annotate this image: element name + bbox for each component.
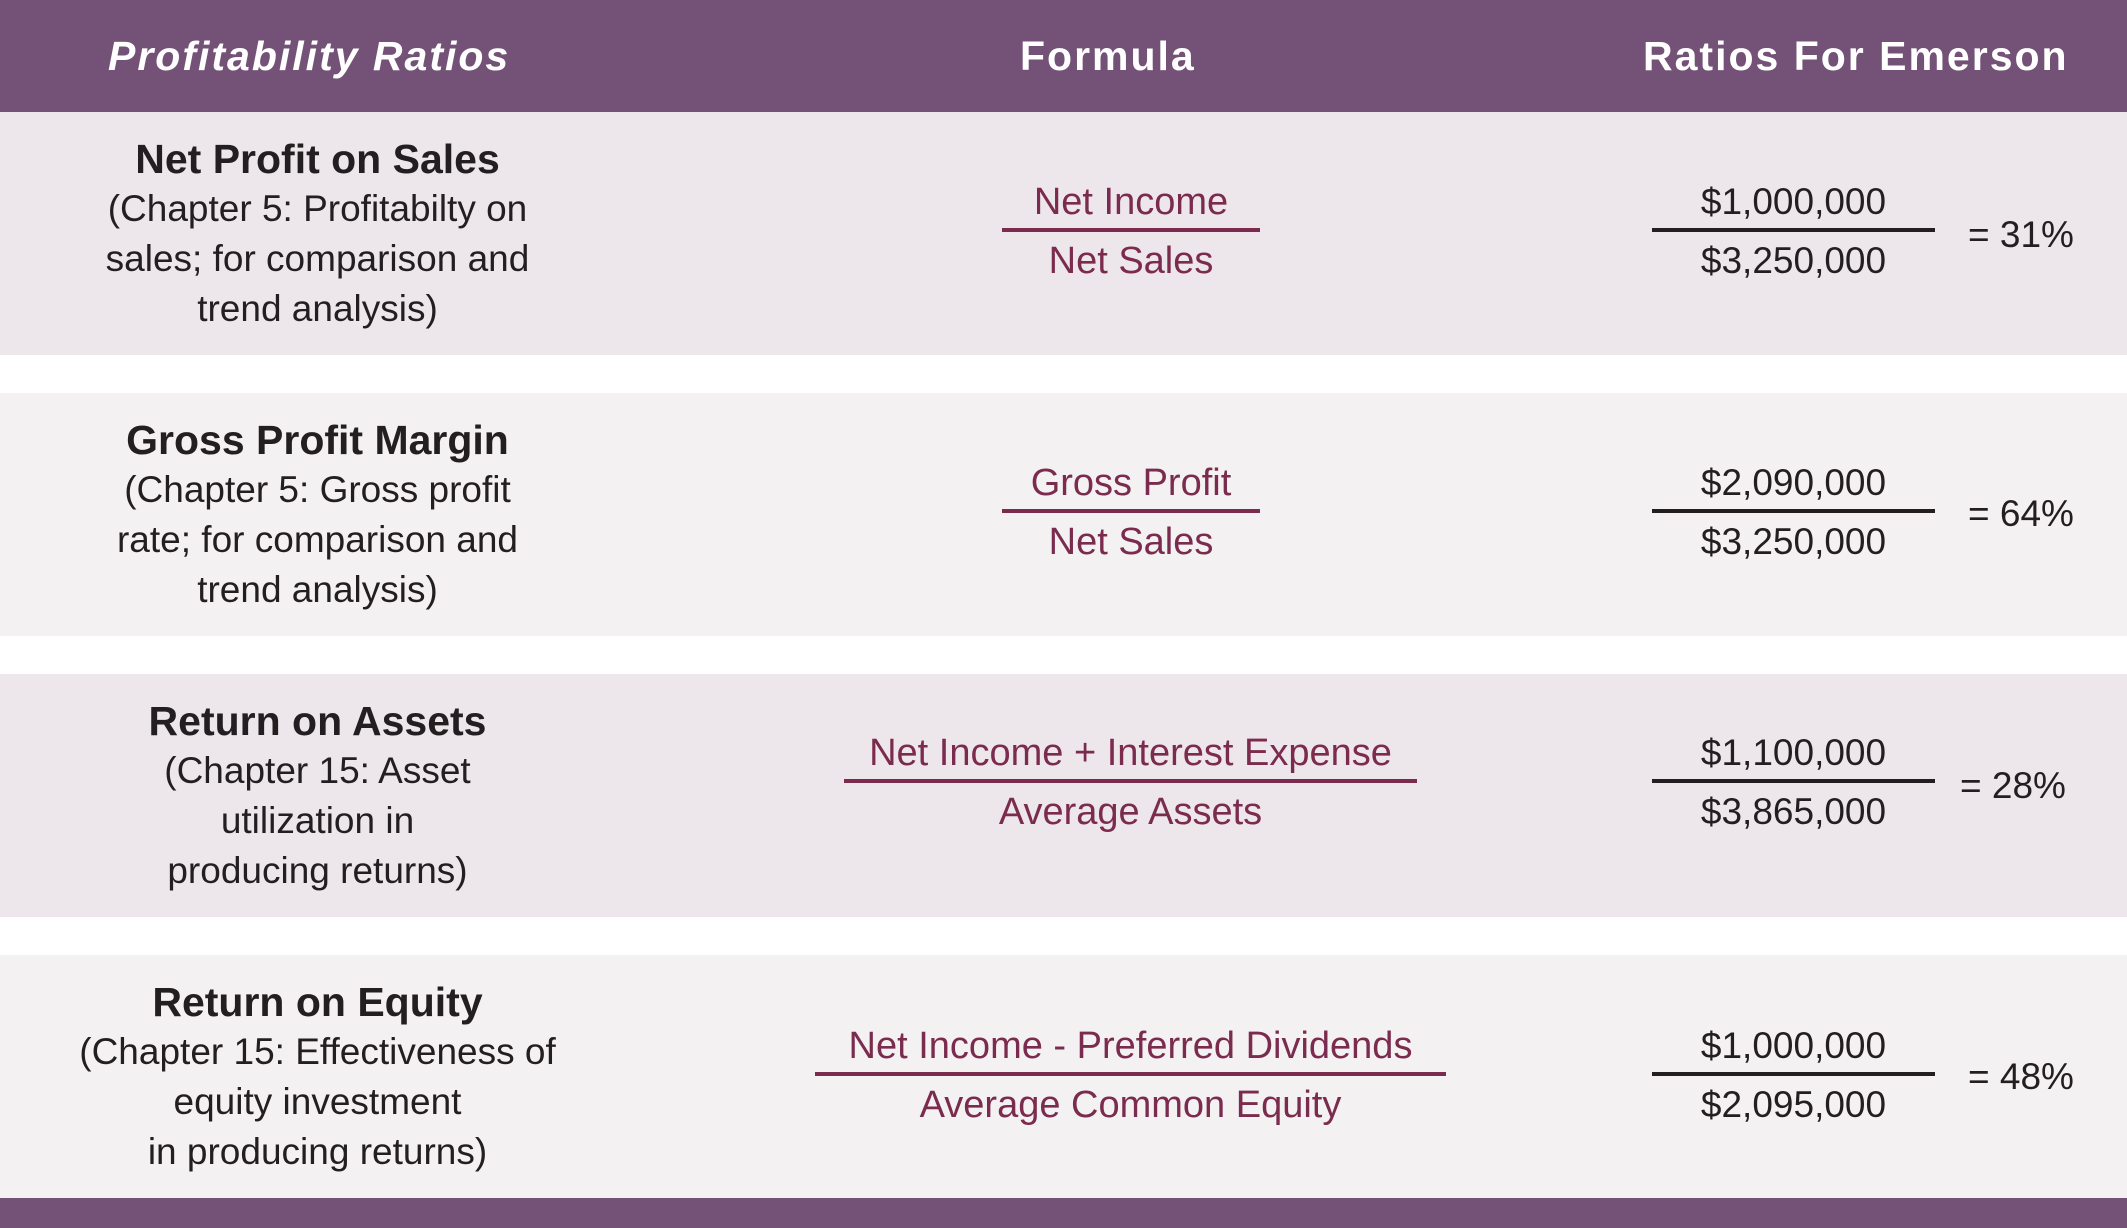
ratio-title: Return on Assets [148, 698, 487, 744]
ratio-description-line: trend analysis) [197, 288, 438, 329]
value-denominator: $3,250,000 [1700, 240, 1887, 281]
ratio-description-line: rate; for comparison and [116, 519, 519, 560]
formula-fraction-bar [1002, 509, 1260, 513]
value-numerator: $1,000,000 [1700, 181, 1887, 222]
ratio-name-cell: Return on Equity (Chapter 15: Effectiven… [50, 955, 585, 1198]
value-numerator: $1,000,000 [1700, 1025, 1887, 1066]
ratio-description-line: equity investment [173, 1081, 462, 1122]
ratio-name-cell: Net Profit on Sales (Chapter 5: Profitab… [50, 112, 585, 355]
ratio-result: = 48% [1968, 1056, 2074, 1097]
formula-denominator: Average Common Equity [919, 1084, 1342, 1126]
formula-fraction: Net Income + Interest Expense Average As… [844, 727, 1417, 841]
ratio-result: = 64% [1968, 493, 2074, 534]
ratio-description-line: (Chapter 5: Profitabilty on [107, 188, 528, 229]
ratio-result: = 31% [1968, 214, 2074, 255]
table-header: Profitability Ratios Formula Ratios For … [0, 0, 2127, 112]
ratio-name-cell: Return on Assets (Chapter 15: Asset util… [50, 674, 585, 917]
value-fraction-bar [1652, 779, 1935, 783]
formula-fraction: Gross Profit Net Sales [1002, 457, 1260, 571]
table-row: Net Profit on Sales (Chapter 5: Profitab… [0, 112, 2127, 355]
value-numerator: $2,090,000 [1700, 462, 1887, 503]
formula-numerator: Gross Profit [1030, 462, 1232, 504]
ratio-title: Return on Equity [152, 979, 483, 1025]
formula-fraction-bar [1002, 228, 1260, 232]
value-denominator: $3,865,000 [1700, 791, 1887, 832]
formula-numerator: Net Income [1033, 181, 1229, 223]
table-row: Return on Equity (Chapter 15: Effectiven… [0, 955, 2127, 1198]
ratio-title: Gross Profit Margin [126, 417, 509, 463]
header-emerson-column: Ratios For Emerson [1643, 33, 2069, 79]
table-row: Return on Assets (Chapter 15: Asset util… [0, 674, 2127, 917]
ratio-description-line: sales; for comparison and [105, 238, 530, 279]
formula-fraction: Net Income - Preferred Dividends Average… [815, 1020, 1446, 1134]
table-row: Gross Profit Margin (Chapter 5: Gross pr… [0, 393, 2127, 636]
formula-fraction-bar [844, 779, 1417, 783]
value-fraction-bar [1652, 509, 1935, 513]
value-numerator: $1,100,000 [1700, 732, 1887, 773]
formula-denominator: Net Sales [1048, 521, 1214, 563]
value-fraction: $1,000,000 $2,095,000 [1652, 1020, 1935, 1134]
value-fraction: $1,000,000 $3,250,000 [1652, 176, 1935, 290]
value-fraction-bar [1652, 1072, 1935, 1076]
ratio-description-line: trend analysis) [197, 569, 438, 610]
header-formula-column: Formula [1020, 33, 1196, 79]
value-fraction: $2,090,000 $3,250,000 [1652, 457, 1935, 571]
value-denominator: $2,095,000 [1700, 1084, 1887, 1125]
value-denominator: $3,250,000 [1700, 521, 1887, 562]
ratio-title: Net Profit on Sales [135, 136, 500, 182]
formula-fraction-bar [815, 1072, 1446, 1076]
formula-fraction: Net Income Net Sales [1002, 176, 1260, 290]
formula-numerator: Net Income + Interest Expense [869, 732, 1392, 774]
ratio-description-line: (Chapter 15: Asset [164, 750, 471, 791]
formula-denominator: Net Sales [1048, 240, 1214, 282]
ratio-description-line: utilization in [220, 800, 415, 841]
header-ratio-column: Profitability Ratios [108, 33, 511, 79]
ratio-description-line: (Chapter 15: Effectiveness of [79, 1031, 556, 1072]
ratio-name-cell: Gross Profit Margin (Chapter 5: Gross pr… [50, 393, 585, 636]
formula-denominator: Average Assets [998, 791, 1263, 833]
value-fraction-bar [1652, 228, 1935, 232]
ratio-description-line: in producing returns) [147, 1131, 488, 1172]
ratio-description-line: producing returns) [167, 850, 468, 891]
ratio-result: = 28% [1960, 765, 2066, 806]
table-footer-bar [0, 1198, 2127, 1228]
formula-numerator: Net Income - Preferred Dividends [848, 1025, 1413, 1067]
value-fraction: $1,100,000 $3,865,000 [1652, 727, 1935, 841]
ratio-description-line: (Chapter 5: Gross profit [124, 469, 511, 510]
